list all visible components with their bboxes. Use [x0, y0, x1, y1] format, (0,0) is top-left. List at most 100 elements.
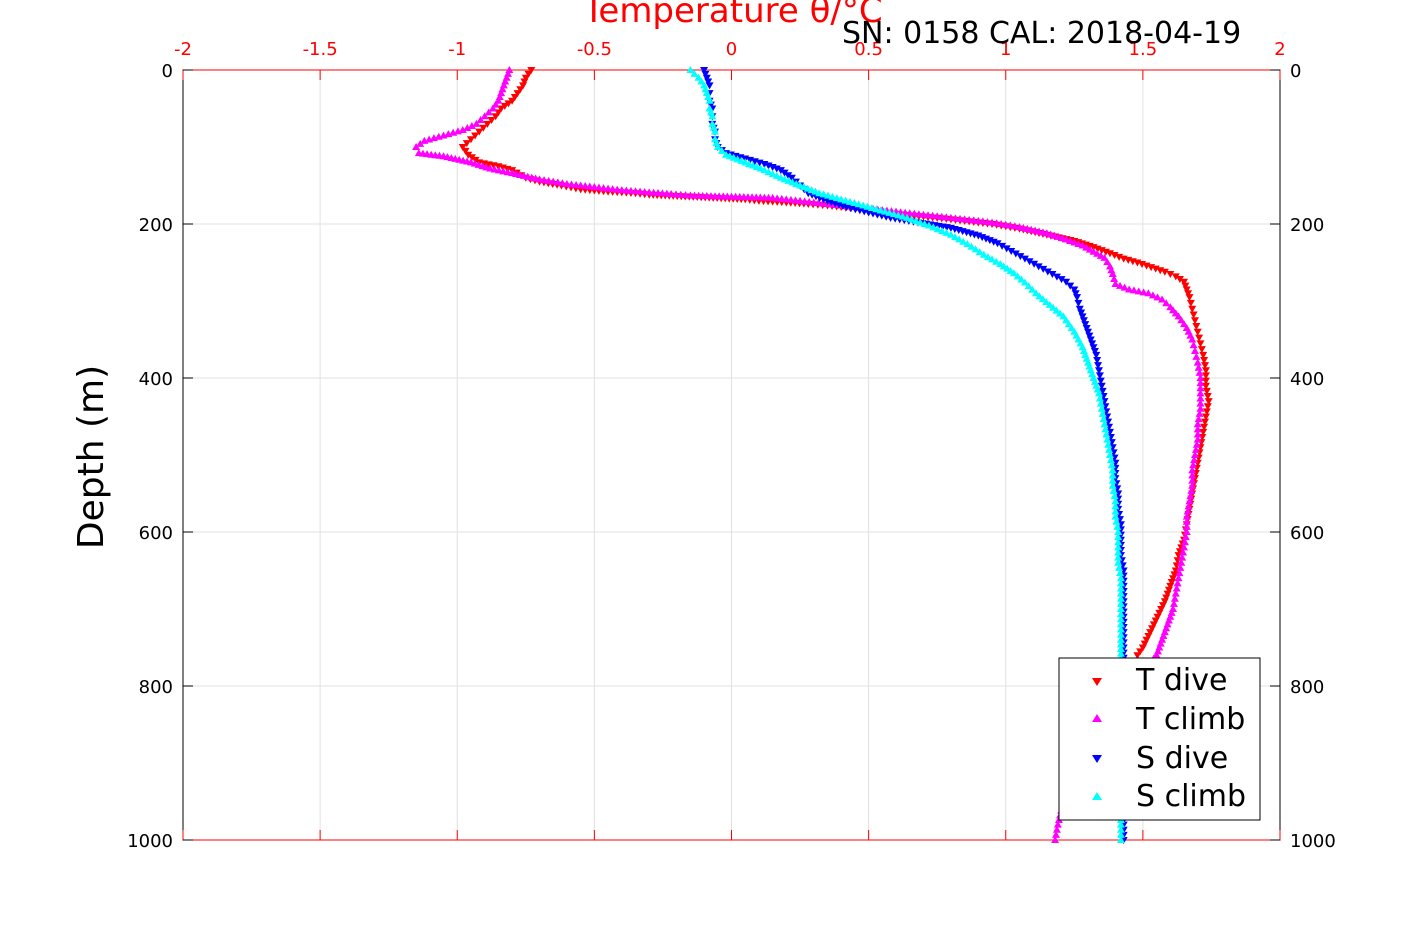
data-point	[1116, 820, 1125, 828]
data-point-interp	[1201, 372, 1210, 380]
legend-label-t-dive: T dive	[1135, 663, 1227, 698]
data-point-interp	[1028, 285, 1037, 293]
data-point	[1190, 317, 1199, 325]
data-point-interp	[1164, 586, 1173, 594]
data-point	[705, 96, 714, 104]
legend-marker-t-climb	[1092, 714, 1102, 722]
data-point-interp	[1115, 253, 1124, 261]
data-point	[1155, 609, 1164, 617]
data-point-interp	[1111, 507, 1120, 515]
x-tick-label: -1	[448, 39, 466, 60]
data-point-interp	[1114, 553, 1123, 561]
data-point-interp	[1173, 579, 1182, 587]
data-point-interp	[1116, 599, 1125, 607]
data-point	[903, 213, 912, 221]
data-point-interp	[1189, 311, 1198, 319]
data-point-interp	[1172, 584, 1181, 592]
legend-item-s-climb: S climb	[1092, 779, 1246, 814]
data-point	[1166, 582, 1175, 590]
data-point-interp	[889, 210, 898, 218]
data-point-interp	[938, 227, 947, 235]
data-point	[1062, 278, 1071, 286]
data-point-interp	[1202, 408, 1211, 416]
x-tick-label: 1.5	[1129, 39, 1158, 60]
data-point-interp	[1189, 461, 1198, 469]
data-point-interp	[920, 220, 929, 227]
data-point	[1149, 621, 1158, 629]
data-point-interp	[471, 132, 480, 140]
data-point-interp	[1181, 282, 1190, 290]
data-point	[1100, 420, 1109, 428]
data-point	[1053, 820, 1062, 828]
data-point-interp	[1201, 362, 1210, 370]
data-point-interp	[1102, 430, 1111, 438]
data-point	[1116, 589, 1125, 597]
data-point-interp	[1192, 352, 1201, 360]
data-point	[1193, 420, 1202, 428]
data-point-interp	[476, 116, 485, 124]
data-point	[1188, 305, 1197, 313]
data-point-interp	[1039, 265, 1048, 273]
data-point-interp	[1098, 387, 1107, 395]
data-point-interp	[971, 245, 980, 253]
data-point-interp	[1082, 324, 1091, 332]
data-point-interp	[1134, 287, 1143, 295]
y-tick-label-left: 400	[139, 369, 173, 390]
data-point	[1031, 289, 1040, 297]
data-point-interp	[841, 196, 850, 204]
data-point-interp	[997, 220, 1006, 227]
data-point-interp	[992, 219, 1001, 227]
data-point-interp	[1089, 344, 1098, 352]
data-point	[859, 201, 868, 209]
data-point-interp	[1025, 258, 1034, 266]
data-point-interp	[1166, 271, 1175, 279]
data-point	[1051, 836, 1060, 843]
data-point	[1073, 294, 1082, 302]
y-tick-label-left: 600	[139, 523, 173, 544]
data-point-interp	[1201, 377, 1210, 385]
data-point	[700, 67, 709, 74]
data-point-interp	[1178, 553, 1187, 561]
data-point	[1114, 528, 1123, 535]
data-point-interp	[824, 191, 833, 199]
data-point-interp	[1090, 348, 1099, 356]
data-point-interp	[1191, 445, 1200, 453]
data-point-interp	[867, 203, 876, 211]
data-point-interp	[1146, 629, 1155, 637]
data-point-interp	[988, 255, 997, 263]
data-point-interp	[1176, 563, 1185, 571]
data-point-interp	[510, 93, 519, 101]
data-point-interp	[1001, 220, 1010, 228]
data-point-interp	[1084, 328, 1093, 336]
data-point	[815, 189, 824, 197]
data-point-interp	[780, 169, 789, 177]
data-point	[1160, 598, 1169, 606]
x-tick-label: -0.5	[577, 39, 612, 60]
data-point-interp	[1153, 613, 1162, 621]
data-point-interp	[1116, 645, 1125, 653]
data-point	[1171, 273, 1180, 281]
data-point-interp	[1114, 533, 1123, 541]
data-point-interp	[520, 78, 529, 86]
data-point-interp	[1162, 299, 1171, 307]
data-point-interp	[1190, 456, 1199, 464]
data-point	[1196, 404, 1205, 412]
data-point-interp	[1052, 306, 1061, 314]
data-point-interp	[828, 192, 837, 200]
data-point-interp	[1094, 362, 1103, 370]
data-point	[988, 218, 997, 226]
data-point-interp	[876, 206, 885, 214]
data-point-interp	[461, 147, 470, 155]
data-point-interp	[429, 134, 438, 142]
data-point-interp	[1175, 276, 1184, 284]
data-point-interp	[671, 190, 680, 198]
data-point-interp	[1194, 415, 1203, 423]
data-point-interp	[1163, 590, 1172, 598]
data-point	[1201, 413, 1210, 421]
data-point	[439, 131, 448, 139]
data-point-interp	[1115, 563, 1124, 571]
data-point-interp	[1110, 492, 1119, 500]
data-point-interp	[1120, 283, 1129, 291]
data-point-interp	[1103, 258, 1112, 266]
data-point-interp	[1057, 276, 1066, 284]
